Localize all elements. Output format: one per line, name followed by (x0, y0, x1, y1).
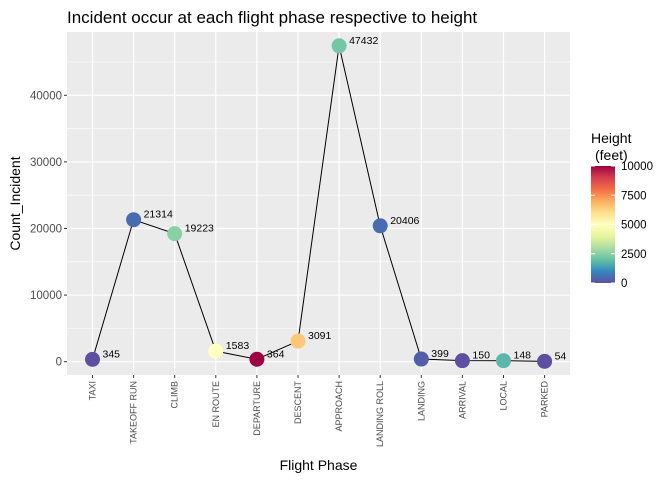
y-axis: 0 10000 20000 30000 40000 (30, 90, 67, 369)
legend-tick-label: 0 (621, 278, 627, 290)
data-label: 54 (555, 350, 567, 362)
data-point (331, 38, 347, 54)
y-tick-label: 20000 (30, 223, 62, 235)
data-label: 1583 (226, 340, 250, 352)
y-tick-label: 30000 (30, 157, 62, 169)
legend: Height (feet) 0 2500 5000 7500 10000 (591, 130, 653, 290)
x-tick-label: LANDING (416, 381, 426, 421)
x-axis-title: Flight Phase (280, 457, 358, 473)
legend-ticks: 0 2500 5000 7500 10000 (591, 161, 653, 290)
data-point (290, 333, 306, 349)
data-label: 21314 (144, 209, 173, 221)
x-tick-label: TAKEOFF RUN (129, 381, 139, 444)
x-tick-label: CLIMB (170, 381, 180, 409)
x-tick-label: APPROACH (334, 381, 344, 432)
legend-tick-label: 2500 (621, 249, 647, 261)
legend-tick-label: 5000 (621, 220, 647, 232)
x-tick-label: LANDING ROLL (375, 381, 385, 447)
legend-tick-label: 10000 (621, 161, 653, 173)
plot-panel (67, 32, 570, 375)
x-tick-label: EN ROUTE (211, 381, 221, 428)
data-point (372, 218, 388, 234)
data-label: 20406 (390, 215, 419, 227)
data-label: 47432 (349, 35, 378, 47)
legend-title-line1: Height (591, 130, 632, 146)
y-axis-title: Count_Incident (7, 156, 23, 250)
data-label: 364 (267, 348, 285, 360)
legend-title-line2: (feet) (595, 147, 628, 163)
x-tick-label: TAXI (88, 381, 98, 400)
y-tick-label: 10000 (30, 290, 62, 302)
x-tick-label: DEPARTURE (252, 381, 262, 436)
data-point (85, 351, 100, 367)
x-tick-label: LOCAL (499, 381, 509, 411)
major-gridlines (67, 32, 570, 375)
data-label: 399 (431, 348, 449, 360)
data-point (208, 343, 224, 359)
chart-title: Incident occur at each flight phase resp… (67, 8, 477, 27)
x-tick-label: DESCENT (293, 381, 303, 425)
data-point (249, 351, 265, 367)
x-tick-label: PARKED (540, 381, 550, 418)
x-axis: TAXI TAKEOFF RUN CLIMB EN ROUTE DEPARTURE DES… (88, 375, 550, 447)
data-point (537, 353, 553, 369)
data-point (413, 351, 429, 367)
x-tick-label: ARRIVAL (457, 381, 467, 419)
data-label: 148 (514, 350, 532, 362)
data-label: 19223 (185, 223, 214, 235)
legend-tick-label: 7500 (621, 190, 647, 202)
data-point (454, 353, 470, 369)
data-label: 345 (103, 348, 121, 360)
data-point (126, 212, 142, 228)
data-labels: 345 21314 19223 1583 364 3091 47432 20406 399 150… (103, 35, 567, 363)
data-points (85, 38, 553, 369)
data-label: 150 (472, 350, 490, 362)
data-point (167, 226, 183, 242)
y-tick-label: 0 (56, 357, 62, 369)
data-label: 3091 (308, 330, 332, 342)
y-tick-label: 40000 (30, 90, 62, 102)
data-point (496, 353, 511, 369)
